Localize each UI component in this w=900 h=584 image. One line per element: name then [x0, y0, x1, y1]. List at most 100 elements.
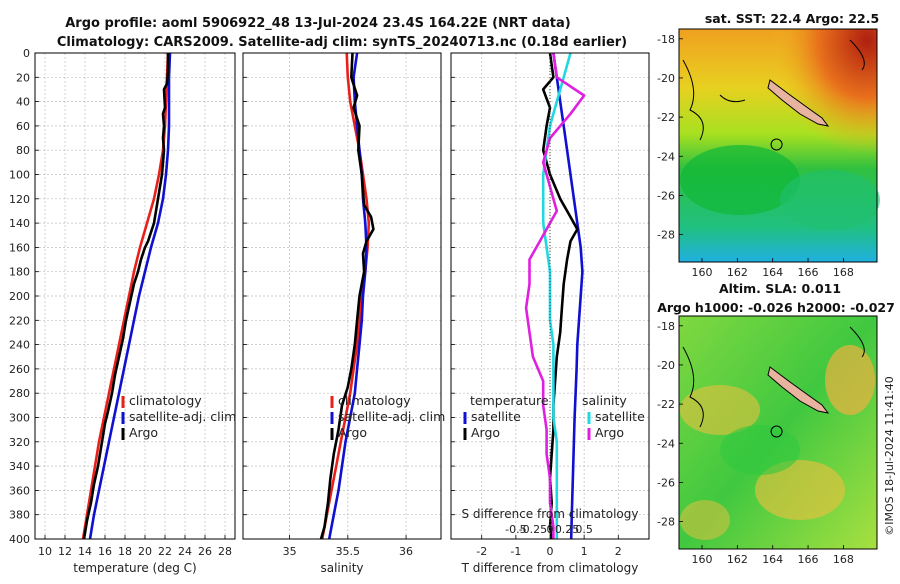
y-tick-label: 20	[16, 71, 30, 84]
x-tick-label: 26	[198, 545, 212, 558]
sla-high-patch	[755, 460, 845, 520]
title-line-2: Climatology: CARS2009. Satellite-adj cli…	[57, 35, 627, 50]
x-tick-label: 35.5	[336, 545, 361, 558]
x-axis-label: temperature (deg C)	[73, 561, 196, 575]
sla-high-patch	[680, 385, 760, 435]
sst-map	[678, 28, 880, 263]
series-line-argo	[82, 53, 170, 540]
x-tick-label: 164	[762, 553, 783, 566]
x-tick-label: 28	[218, 545, 232, 558]
y-tick-label: 160	[9, 241, 30, 254]
sst-cool-patch	[680, 145, 800, 215]
series-line-temperature-argo	[541, 52, 579, 540]
y-tick-label: 40	[16, 96, 30, 109]
x-tick-label: 162	[727, 553, 748, 566]
legend-label-climatology: climatology	[338, 393, 411, 408]
x-tick-label: 22	[158, 545, 172, 558]
sst-map-axes: 160 162 164 166 168 -18 -20 -22 -24 -26 -28	[657, 33, 854, 279]
title-line-1: Argo profile: aoml 5906922_48 13-Jul-202…	[65, 16, 571, 31]
legend-label-argo: Argo	[129, 425, 158, 440]
x-tick-label: 12	[58, 545, 72, 558]
x-tick-label: 18	[118, 545, 132, 558]
x-tick-label: 0	[547, 545, 554, 558]
sst-cool-patch	[780, 170, 880, 230]
x-tick-label: 35	[283, 545, 297, 558]
y-tick-label: 400	[9, 533, 30, 546]
x-tick-label: 168	[833, 553, 854, 566]
legend-header-temperature: temperature	[470, 393, 549, 408]
x-axis-label: T difference from climatology	[461, 561, 639, 575]
gridlines	[35, 52, 235, 540]
y-tick-label: -20	[657, 72, 675, 85]
x-tick-label: -1	[510, 545, 521, 558]
sla-high-patch	[825, 345, 875, 415]
sla-map-title-1: Altim. SLA: 0.011	[719, 281, 841, 296]
sla-map-title-2: Argo h1000: -0.026 h2000: -0.027	[657, 300, 895, 315]
y-tick-label: 80	[16, 144, 30, 157]
y-tick-label: -22	[657, 398, 675, 411]
series-line-temperature-satellite	[552, 52, 584, 540]
y-tick-label: 240	[9, 339, 30, 352]
difference-legend: temperature salinity satellite Argo sate…	[463, 393, 645, 440]
x-tick-label: 14	[78, 545, 92, 558]
y-tick-label: 60	[16, 120, 30, 133]
new-caledonia-island	[767, 79, 830, 127]
s-tick-label: 0.25	[555, 523, 580, 536]
y-tick-label: 180	[9, 266, 30, 279]
s-tick-label: -0.25	[519, 523, 547, 536]
x-tick-label: 166	[798, 266, 819, 279]
legend-label-argo: Argo	[338, 425, 367, 440]
s-axis-label: S difference from climatology	[462, 507, 639, 521]
series-line-satellite-adj-clim	[88, 52, 172, 540]
legend-label-climatology: climatology	[129, 393, 202, 408]
y-tick-label: 300	[9, 412, 30, 425]
sla-high-patch	[680, 500, 730, 540]
y-tick-label: -28	[657, 229, 675, 242]
x-tick-label: 2	[615, 545, 622, 558]
new-caledonia-island	[767, 366, 830, 414]
reef-outline	[719, 94, 746, 103]
legend-label-satellite: satellite-adj. clim	[129, 409, 236, 424]
y-tick-label: 260	[9, 363, 30, 376]
y-tick-label: 220	[9, 314, 30, 327]
y-tick-label: -24	[657, 150, 675, 163]
sst-map-frame	[678, 28, 878, 263]
x-tick-label: 16	[98, 545, 112, 558]
coastline	[682, 346, 704, 428]
y-tick-label: 140	[9, 217, 30, 230]
y-tick-label: 100	[9, 169, 30, 182]
y-tick-label: 320	[9, 436, 30, 449]
salinity-profile-panel: 35 35.5 36 salinity	[242, 52, 442, 575]
legend-label-s-argo: Argo	[595, 425, 624, 440]
y-tick-label: -22	[657, 111, 675, 124]
legend-label-t-argo: Argo	[471, 425, 500, 440]
y-tick-label: 0	[23, 47, 30, 60]
x-tick-label: 164	[762, 266, 783, 279]
y-tick-label: 340	[9, 460, 30, 473]
coastline	[849, 326, 865, 358]
y-tick-label: 280	[9, 387, 30, 400]
temperature-profile-panel: 10 12 14 16 18 20 22 24 26 28 temperature (deg C) 0…	[9, 47, 236, 575]
sst-map-title: sat. SST: 22.4 Argo: 22.5	[705, 11, 879, 26]
sla-map-axes: 160 162 164 166 168 -18 -20 -22 -24 -26 -28	[657, 320, 854, 566]
y-tick-label: 200	[9, 290, 30, 303]
x-tick-label: 20	[138, 545, 152, 558]
series-line-salinity-argo	[524, 52, 586, 539]
y-tick-label: -26	[657, 189, 675, 202]
y-tick-label: -24	[657, 437, 675, 450]
x-tick-label: 166	[798, 553, 819, 566]
y-tick-label: -26	[657, 476, 675, 489]
x-tick-label: 1	[581, 545, 588, 558]
sla-map-frame	[678, 315, 878, 550]
s-tick-label: 0	[547, 523, 554, 536]
legend-label-satellite: satellite-adj. clim	[338, 409, 445, 424]
legend-label-s-satellite: satellite	[595, 409, 645, 424]
x-tick-label: 160	[691, 553, 712, 566]
x-axis-label: salinity	[320, 561, 363, 575]
argo-position-marker	[770, 425, 783, 438]
y-tick-label: 120	[9, 193, 30, 206]
x-tick-label: -2	[476, 545, 487, 558]
legend-label-t-satellite: satellite	[471, 409, 521, 424]
legend-header-salinity: salinity	[582, 393, 627, 408]
